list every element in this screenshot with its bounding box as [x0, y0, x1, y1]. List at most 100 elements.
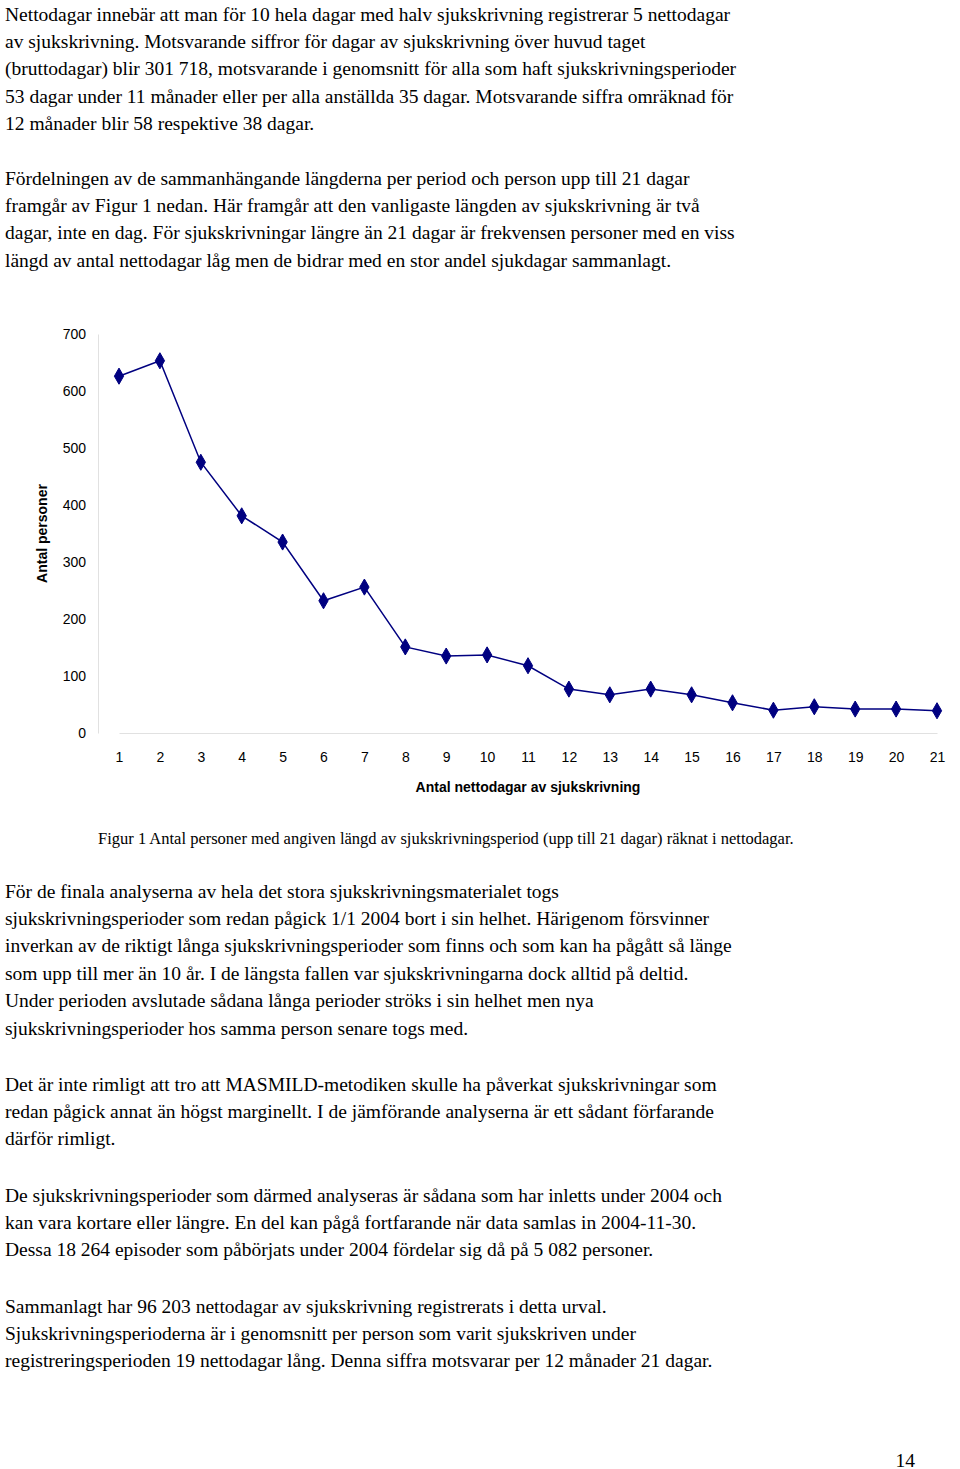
data-point	[482, 647, 491, 663]
tick-label: 8	[402, 749, 410, 765]
tick-label: 0	[78, 725, 86, 741]
tick-label: 700	[63, 326, 87, 342]
tick-label: 14	[643, 749, 659, 765]
data-point	[523, 658, 532, 674]
data-point	[114, 368, 123, 384]
tick: 1	[116, 733, 124, 765]
tick-label: 9	[443, 749, 451, 765]
tick-label: 6	[320, 749, 328, 765]
text-line: av sjukskrivning. Motsvarande siffror fö…	[5, 31, 646, 52]
tick: 3	[197, 733, 205, 765]
tick-label: 5	[279, 749, 287, 765]
text-line: sjukskrivningsperioder hos samma person …	[5, 1018, 468, 1039]
text-line: sjukskrivningsperioder som redan pågick …	[5, 908, 710, 929]
tick: 19	[848, 733, 864, 765]
tick: 5	[279, 733, 287, 765]
text-line: 53 dagar under 11 månader eller per alla…	[5, 86, 734, 107]
data-point	[237, 508, 246, 524]
tick: 20	[889, 733, 905, 765]
tick-label: 3	[197, 749, 205, 765]
data-line	[119, 361, 937, 711]
text-line: Sjukskrivningsperioderna är i genomsnitt…	[5, 1323, 636, 1344]
text-line: därför rimligt.	[5, 1128, 115, 1149]
text-line: Nettodagar innebär att man för 10 hela d…	[5, 4, 731, 25]
text-line: framgår av Figur 1 nedan. Här framgår at…	[5, 195, 700, 216]
tick: 14	[643, 733, 659, 765]
page-number: 14	[896, 1450, 916, 1469]
paragraph: Sammanlagt har 96 203 nettodagar av sjuk…	[5, 1296, 712, 1372]
tick: 300	[63, 554, 98, 570]
tick: 17	[766, 733, 782, 765]
paragraph: För de finala analyserna av hela det sto…	[5, 881, 732, 1039]
tick: 11	[521, 733, 536, 765]
text-line: som upp till mer än 10 år. I de längsta …	[5, 963, 688, 984]
tick-label: 20	[889, 749, 905, 765]
text-line: Sammanlagt har 96 203 nettodagar av sjuk…	[5, 1296, 607, 1317]
tick-label: 13	[603, 749, 619, 765]
tick: 16	[725, 733, 741, 765]
tick-label: 11	[521, 749, 536, 765]
tick: 6	[320, 733, 328, 765]
tick: 500	[63, 440, 98, 456]
data-point	[687, 687, 696, 703]
data-point	[360, 579, 369, 595]
y-axis-title: Antal personer	[34, 484, 50, 583]
data-point	[769, 702, 778, 718]
figure-caption: Figur 1 Antal personer med angiven längd…	[98, 829, 794, 848]
tick: 12	[562, 733, 578, 765]
tick-label: 200	[63, 611, 87, 627]
plot-area	[114, 353, 941, 719]
text-line: Fördelningen av de sammanhängande längde…	[5, 168, 690, 189]
tick-label: 300	[63, 554, 87, 570]
tick-label: 18	[807, 749, 823, 765]
data-point	[196, 454, 205, 470]
tick-label: 19	[848, 749, 864, 765]
text-line: För de finala analyserna av hela det sto…	[5, 881, 559, 902]
tick-label: 2	[157, 749, 165, 765]
tick: 7	[361, 733, 369, 765]
text-line: Dessa 18 264 episoder som påbörjats unde…	[5, 1239, 653, 1260]
text-line: inverkan av de riktigt långa sjukskrivni…	[5, 935, 732, 956]
data-point	[319, 593, 328, 609]
x-axis: 123456789101112131415161718192021	[116, 733, 946, 765]
text-line: 12 månader blir 58 respektive 38 dagar.	[5, 113, 314, 134]
data-point	[155, 353, 164, 369]
text-line: De sjukskrivningsperioder som därmed ana…	[5, 1185, 722, 1206]
axis-line	[120, 733, 938, 734]
tick: 8	[402, 733, 410, 765]
page: Nettodagar innebär att man för 10 hela d…	[0, 0, 960, 1469]
tick: 10	[480, 733, 496, 765]
tick: 15	[684, 733, 700, 765]
tick-label: 1	[116, 749, 124, 765]
paragraph: De sjukskrivningsperioder som därmed ana…	[5, 1185, 722, 1261]
tick: 13	[603, 733, 619, 765]
tick: 9	[443, 733, 451, 765]
text-line: dagar, inte en dag. För sjukskrivningar …	[5, 222, 735, 243]
data-point	[851, 701, 860, 717]
y-axis: 0 100 200 300 400 500 600 700	[63, 326, 99, 741]
tick: 21	[930, 733, 946, 765]
tick: 4	[238, 733, 246, 765]
tick-label: 21	[930, 749, 946, 765]
axis-line	[98, 335, 99, 734]
tick-label: 7	[361, 749, 369, 765]
x-axis-title: Antal nettodagar av sjukskrivning	[416, 779, 641, 795]
tick: 100	[63, 668, 98, 684]
tick-label: 4	[238, 749, 246, 765]
paragraph: Fördelningen av de sammanhängande längde…	[5, 168, 735, 271]
tick: 18	[807, 733, 823, 765]
tick-label: 400	[63, 497, 87, 513]
tick: 0	[78, 725, 98, 741]
tick-label: 16	[725, 749, 741, 765]
text-line: Det är inte rimligt att tro att MASMILD-…	[5, 1074, 717, 1095]
data-point	[442, 648, 451, 664]
data-point	[605, 687, 614, 703]
tick-label: 500	[63, 440, 87, 456]
tick: 600	[63, 383, 98, 399]
tick-label: 15	[684, 749, 700, 765]
tick-label: 10	[480, 749, 496, 765]
tick-label: 17	[766, 749, 782, 765]
tick-label: 100	[63, 668, 87, 684]
tick-label: 600	[63, 383, 87, 399]
text-line: längd av antal nettodagar låg men de bid…	[5, 250, 671, 271]
